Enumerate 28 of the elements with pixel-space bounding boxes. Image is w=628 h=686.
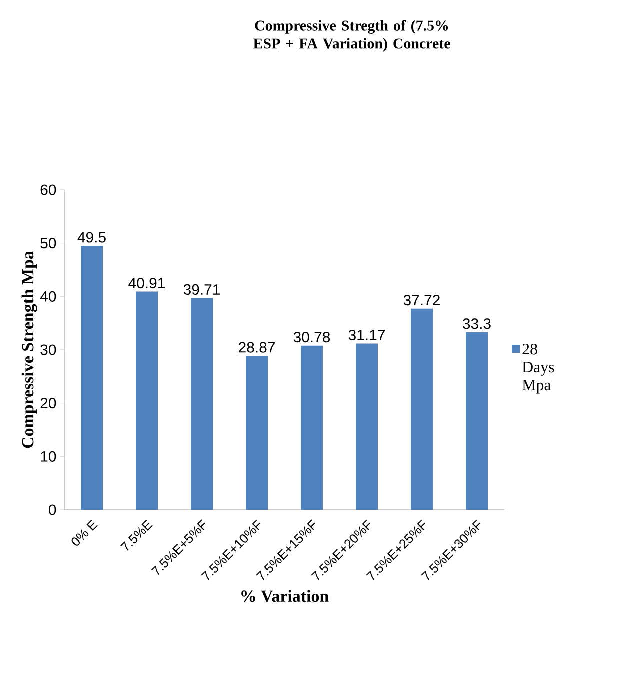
x-axis-title: % Variation	[242, 590, 329, 602]
bar	[300, 346, 323, 510]
y-tick-label: 50	[40, 238, 56, 249]
x-tick-label: 0% E	[72, 520, 98, 546]
bar	[246, 356, 268, 510]
chart-title: Compressive Stregth of (7.5% ESP + FA Variation) Concrete	[253, 20, 450, 52]
data-label: 40.91	[128, 278, 165, 289]
y-axis-title: Compressive Strength Mpa	[22, 251, 38, 448]
data-label: 28.87	[239, 342, 275, 353]
data-label: 31.17	[348, 330, 385, 341]
bar	[191, 298, 213, 510]
data-label: 30.78	[294, 332, 330, 343]
y-tick-label: 30	[40, 344, 56, 356]
data-label: 37.72	[404, 295, 440, 306]
y-tick-label: 40	[40, 291, 56, 302]
data-label: 33.3	[463, 318, 491, 330]
bar	[136, 292, 158, 510]
y-tick-label: 0	[48, 504, 56, 516]
y-tick-label: 10	[41, 451, 56, 462]
bar	[81, 246, 103, 510]
bar	[466, 332, 488, 510]
y-tick-label: 20	[40, 398, 56, 409]
y-tick-label: 60	[40, 184, 56, 196]
bar	[356, 344, 378, 510]
data-label: 39.71	[184, 284, 220, 296]
legend-label: 28 Days Mpa	[522, 344, 554, 394]
data-label: 49.5	[78, 232, 106, 243]
bar	[410, 308, 433, 510]
